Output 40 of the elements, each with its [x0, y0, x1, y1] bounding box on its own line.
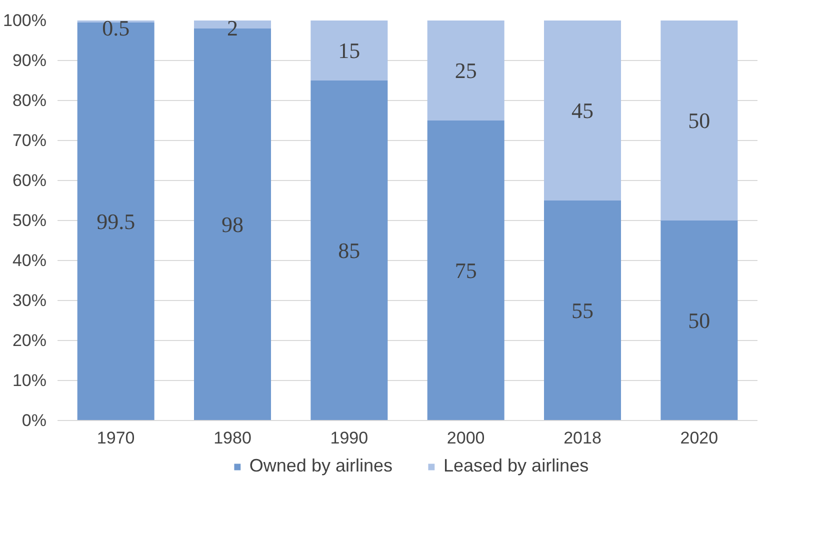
y-tick-label: 50% [12, 211, 47, 230]
y-tick-label: 10% [12, 371, 47, 390]
data-label: 99.5 [96, 209, 136, 234]
bar [544, 200, 621, 420]
bar [310, 20, 388, 80]
data-label: 55 [572, 298, 594, 323]
data-label: 15 [338, 38, 360, 63]
bar [660, 220, 738, 420]
y-tick-label: 70% [12, 131, 47, 150]
y-tick-label: 100% [3, 11, 47, 30]
y-tick-label: 90% [12, 51, 47, 70]
y-tick-label: 40% [12, 251, 47, 270]
y-tick-label: 0% [22, 411, 47, 430]
x-tick-label: 2000 [446, 428, 485, 448]
x-tick-label: 1990 [330, 428, 368, 448]
data-label: 85 [338, 238, 360, 263]
data-label: 98 [222, 212, 244, 237]
bar [310, 80, 388, 420]
data-label: 0.5 [102, 16, 130, 40]
x-tick-label: 1970 [96, 428, 135, 448]
legend-label: Owned by airlines [249, 456, 392, 476]
data-label: 75 [454, 258, 477, 283]
data-label: 25 [454, 58, 477, 83]
bar [660, 20, 738, 220]
y-tick-label: 80% [12, 91, 47, 110]
y-tick-label: 20% [12, 331, 47, 350]
bar [544, 20, 621, 200]
bar [77, 22, 154, 420]
y-tick-label: 30% [12, 291, 47, 310]
data-label: 2 [227, 16, 238, 40]
x-tick-label: 2020 [680, 428, 718, 448]
data-label: 45 [572, 98, 594, 123]
y-tick-label: 60% [12, 171, 47, 190]
legend-label: Leased by airlines [443, 456, 589, 476]
bar [427, 120, 504, 420]
bar [427, 20, 504, 120]
data-label: 50 [688, 308, 710, 333]
x-tick-label: 2018 [564, 428, 602, 448]
x-tick-label: 1980 [214, 428, 252, 448]
data-label: 50 [688, 108, 710, 133]
